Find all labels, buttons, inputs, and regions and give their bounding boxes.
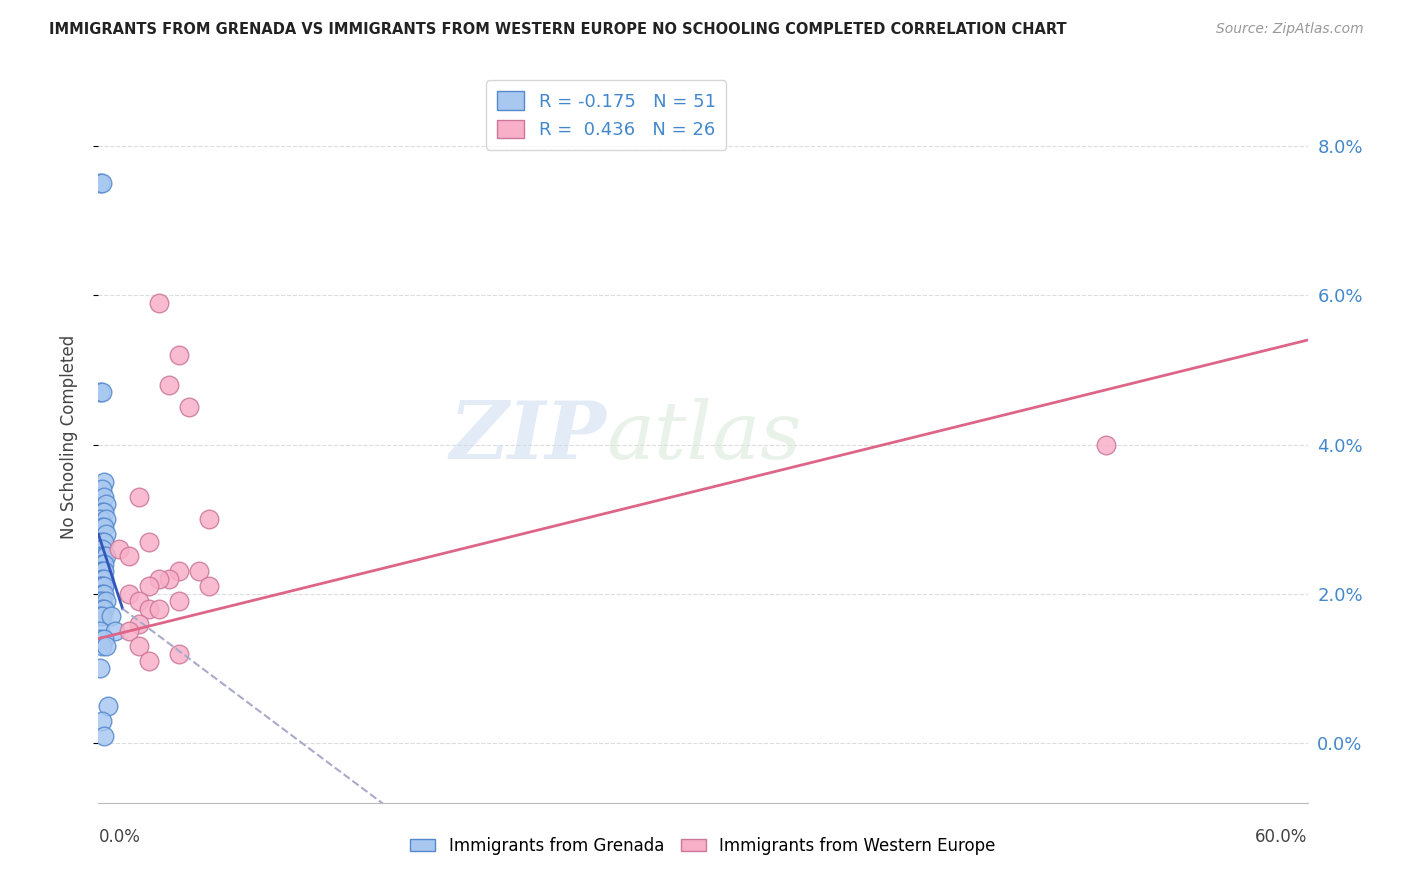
Point [97,698,120,713]
Point [148,601,170,615]
Point [96,594,118,608]
Point [89,385,111,400]
Point [157,377,180,392]
Point [91,177,114,191]
Point [91,601,114,615]
Point [128,594,150,608]
Point [167,565,190,579]
Point [93,557,115,571]
Point [167,348,190,362]
Point [167,647,190,661]
Point [107,542,129,557]
Point [91,557,114,571]
Point [91,519,114,533]
Point [91,505,114,519]
Point [148,295,170,310]
Point [138,579,160,593]
Text: ZIP: ZIP [450,399,606,475]
Point [148,572,170,586]
Legend: R = -0.175   N = 51, R =  0.436   N = 26: R = -0.175 N = 51, R = 0.436 N = 26 [486,80,727,150]
Point [91,534,114,549]
Point [89,609,111,624]
Point [100,609,122,624]
Point [93,549,115,564]
Point [179,401,201,415]
Point [91,714,114,728]
Point [93,572,115,586]
Y-axis label: No Schooling Completed: No Schooling Completed [59,335,77,539]
Point [91,483,114,497]
Point [138,601,160,615]
Point [103,624,125,639]
Point [93,632,115,646]
Point [91,579,114,593]
Point [89,579,111,593]
Point [91,587,114,601]
Text: atlas: atlas [606,399,801,475]
Point [93,565,115,579]
Point [91,385,114,400]
Point [198,512,221,526]
Point [188,565,211,579]
Point [91,594,114,608]
Point [91,572,114,586]
Point [89,624,111,639]
Point [128,616,150,631]
Point [91,565,114,579]
Point [118,587,141,601]
Point [157,572,180,586]
Text: Source: ZipAtlas.com: Source: ZipAtlas.com [1216,22,1364,37]
Point [93,534,115,549]
Legend: Immigrants from Grenada, Immigrants from Western Europe: Immigrants from Grenada, Immigrants from… [404,830,1002,862]
Point [93,475,115,489]
Point [93,505,115,519]
Point [93,729,115,743]
Point [93,579,115,593]
Point [93,601,115,615]
Point [167,594,190,608]
Point [91,609,114,624]
Point [96,527,118,541]
Point [93,587,115,601]
Text: 60.0%: 60.0% [1256,828,1308,846]
Point [118,549,141,564]
Point [1095,437,1118,451]
Point [96,512,118,526]
Point [89,549,111,564]
Point [89,632,111,646]
Point [89,512,111,526]
Point [138,534,160,549]
Point [118,624,141,639]
Point [89,565,111,579]
Point [198,579,221,593]
Point [93,490,115,504]
Text: 0.0%: 0.0% [98,828,141,846]
Point [96,549,118,564]
Point [96,497,118,511]
Point [89,661,111,675]
Point [93,519,115,533]
Point [96,639,118,653]
Point [89,594,111,608]
Text: IMMIGRANTS FROM GRENADA VS IMMIGRANTS FROM WESTERN EUROPE NO SCHOOLING COMPLETED: IMMIGRANTS FROM GRENADA VS IMMIGRANTS FR… [49,22,1067,37]
Point [128,490,150,504]
Point [138,654,160,668]
Point [91,639,114,653]
Point [91,542,114,557]
Point [89,177,111,191]
Point [128,639,150,653]
